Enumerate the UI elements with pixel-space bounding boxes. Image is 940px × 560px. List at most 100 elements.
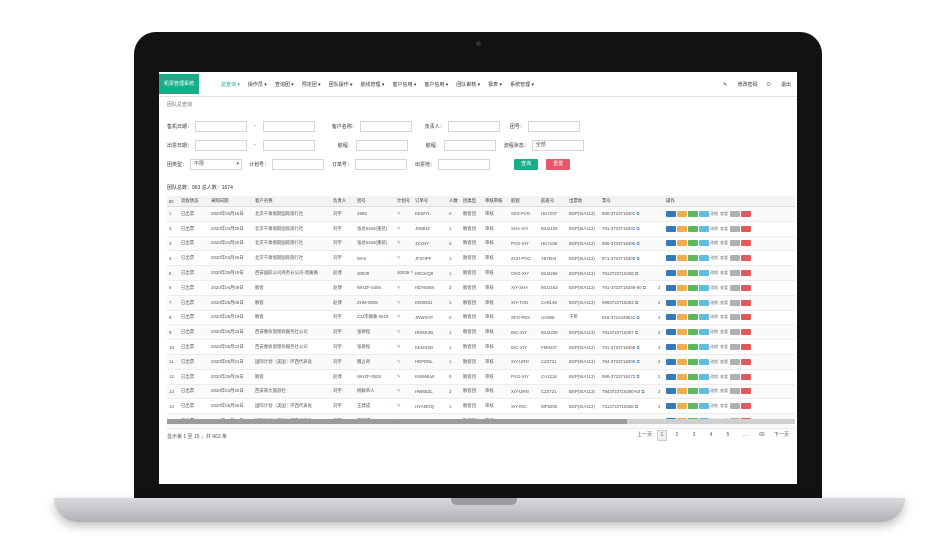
op-button[interactable] <box>677 240 687 247</box>
op-button[interactable] <box>699 270 709 277</box>
op-text-link[interactable]: 改期 <box>710 284 718 290</box>
copy-icon[interactable]: ⧉ <box>635 374 640 380</box>
refund-button[interactable] <box>741 314 751 321</box>
op-button[interactable] <box>666 373 676 380</box>
op-button[interactable] <box>699 314 709 321</box>
edit-icon[interactable]: ✎ <box>397 284 401 290</box>
refund-button[interactable] <box>741 344 751 351</box>
op-button[interactable] <box>699 344 709 351</box>
op-button[interactable] <box>688 225 698 232</box>
op-button[interactable] <box>666 240 676 247</box>
owner-input[interactable] <box>447 120 500 132</box>
op-button[interactable] <box>688 210 698 217</box>
op-text-link[interactable]: 查看 <box>720 240 728 246</box>
op-button[interactable] <box>677 358 687 365</box>
op-button[interactable] <box>666 225 676 232</box>
op-button[interactable] <box>688 255 698 262</box>
page-link[interactable]: 上一页 <box>636 432 652 438</box>
copy-icon[interactable]: ⧉ <box>641 285 646 291</box>
op-text-link[interactable]: 改期 <box>710 314 718 320</box>
edit-icon[interactable]: ✎ <box>397 344 401 350</box>
nav-item[interactable]: 总查询 ▾ <box>221 81 240 88</box>
refund-button[interactable] <box>741 210 751 217</box>
edit-icon[interactable]: ✎ <box>397 388 401 394</box>
op-button[interactable] <box>666 358 676 365</box>
column-header[interactable]: 团号 <box>355 196 395 207</box>
op-text-link[interactable]: 查看 <box>720 329 728 335</box>
column-header[interactable]: 航程 <box>509 196 539 207</box>
copy-icon[interactable]: ⧉ <box>635 211 640 217</box>
column-header[interactable]: 采购日期 <box>209 196 253 207</box>
table-row[interactable]: 1 已出票 2020年04月15日 北京千乘假期国际旅行社 刘宇 2865 ✎ KEWYL 0… <box>167 206 795 222</box>
op-button[interactable] <box>677 210 687 217</box>
table-row[interactable]: 11 已出票 2020年05月21日 国际计划（美国｜环西代表处 刘宇 魏占奇 ✎ HEPD… <box>167 354 795 370</box>
search-button[interactable]: 查询 <box>514 158 539 170</box>
op-button[interactable] <box>688 284 698 291</box>
op-text-link[interactable]: 查看 <box>720 344 728 350</box>
horizontal-scrollbar[interactable] <box>167 419 795 424</box>
copy-icon[interactable]: ⧉ <box>635 344 640 350</box>
op-button[interactable] <box>677 270 687 277</box>
op-text-link[interactable]: 改期 <box>710 329 718 335</box>
logout-link[interactable]: ⏻ 退出 <box>766 81 791 88</box>
op-button[interactable] <box>699 329 709 336</box>
op-button[interactable] <box>699 225 709 232</box>
op-button[interactable] <box>666 210 676 217</box>
column-header[interactable]: 流程状态 <box>179 196 209 207</box>
copy-icon[interactable]: ⧉ <box>635 226 640 232</box>
change-password-link[interactable]: ✎ 修改密码 <box>723 81 758 88</box>
op-text-link[interactable]: 查看 <box>720 388 728 394</box>
op-button[interactable] <box>730 284 740 291</box>
op-text-link[interactable]: 查看 <box>720 210 728 216</box>
customer-input[interactable] <box>359 120 412 132</box>
op-button[interactable] <box>730 358 740 365</box>
op-button[interactable] <box>666 255 676 262</box>
team-type-select[interactable]: 不限 ▾ <box>190 158 243 170</box>
refund-button[interactable] <box>741 225 751 232</box>
refund-button[interactable] <box>741 299 751 306</box>
op-button[interactable] <box>699 284 709 291</box>
edit-icon[interactable]: ✎ <box>397 329 401 335</box>
op-button[interactable] <box>666 299 676 306</box>
table-row[interactable]: 4 已出票 2020年04月26日 北京千乘假期国际旅行社 刘宇 MAX ✎ JFZHPF 1… <box>167 250 795 267</box>
op-button[interactable] <box>688 299 698 306</box>
op-button[interactable] <box>699 210 709 217</box>
op-button[interactable] <box>730 270 740 277</box>
page-link[interactable]: 4 <box>709 432 713 438</box>
op-button[interactable] <box>677 329 687 336</box>
op-button[interactable] <box>666 284 676 291</box>
op-button[interactable] <box>677 299 687 306</box>
op-button[interactable] <box>730 314 740 321</box>
column-header[interactable]: 计划号 <box>395 196 413 207</box>
nav-item[interactable]: 航线管理 ▾ <box>360 81 385 88</box>
column-header[interactable]: 票号 <box>600 196 656 207</box>
status-select[interactable]: 全部 <box>531 139 584 151</box>
op-button[interactable] <box>688 403 698 410</box>
op-text-link[interactable]: 查看 <box>720 403 728 409</box>
op-button[interactable] <box>699 403 709 410</box>
op-button[interactable] <box>666 314 676 321</box>
op-button[interactable] <box>730 344 740 351</box>
page-link[interactable]: ... <box>742 432 748 438</box>
copy-icon[interactable]: ⧉ <box>633 403 639 409</box>
op-button[interactable] <box>677 255 687 262</box>
edit-icon[interactable]: ✎ <box>397 225 401 231</box>
op-text-link[interactable]: 改期 <box>710 403 718 409</box>
edit-icon[interactable]: ✎ <box>397 403 401 409</box>
op-button[interactable] <box>677 225 687 232</box>
refund-button[interactable] <box>741 255 751 262</box>
copy-icon[interactable]: ⧉ <box>640 388 645 394</box>
copy-icon[interactable]: ⧉ <box>633 329 639 335</box>
op-button[interactable] <box>730 388 740 395</box>
page-link[interactable]: 2 <box>675 432 679 438</box>
column-header[interactable]: 操作 <box>664 196 795 207</box>
edit-icon[interactable]: ✎ <box>397 210 401 216</box>
op-button[interactable] <box>699 255 709 262</box>
op-button[interactable] <box>666 329 676 336</box>
nav-item[interactable]: 查询团 ▾ <box>274 81 294 88</box>
op-button[interactable] <box>699 240 709 247</box>
op-button[interactable] <box>666 388 676 395</box>
nav-item[interactable]: 客户信用 ▾ <box>424 81 449 88</box>
column-header[interactable] <box>656 196 664 207</box>
reset-button[interactable]: 重置 <box>546 158 571 170</box>
